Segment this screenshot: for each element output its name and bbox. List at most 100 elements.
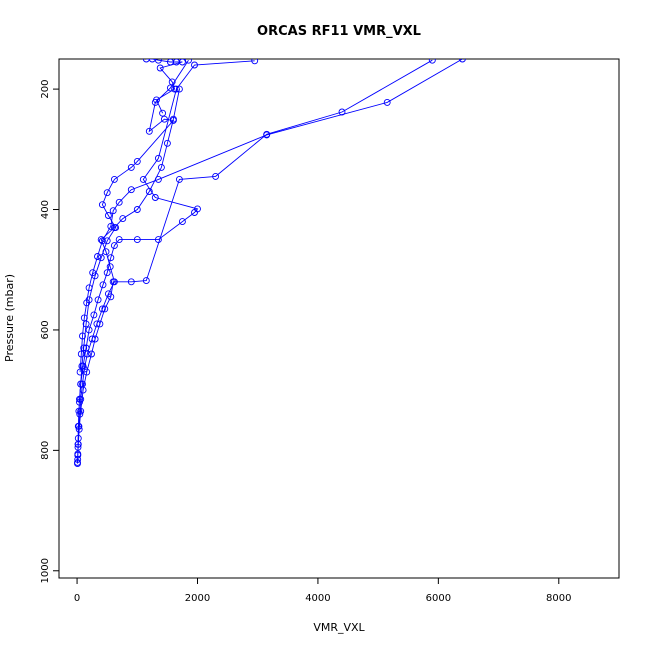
data-point — [74, 422, 82, 430]
data-point — [75, 407, 83, 415]
data-point — [109, 207, 117, 215]
data-point — [166, 84, 174, 92]
data-point — [153, 96, 160, 104]
data-point — [151, 194, 159, 201]
y-tick-label: 400 — [40, 200, 51, 219]
data-point — [82, 344, 90, 352]
data-point — [178, 59, 186, 66]
series-line — [77, 89, 180, 464]
chart-title: ORCAS RF11 VMR_VXL — [257, 24, 421, 39]
data-point — [76, 395, 83, 403]
data-point — [428, 59, 436, 64]
data-point — [94, 296, 102, 304]
data-point — [133, 206, 141, 213]
data-point — [80, 344, 88, 352]
data-point — [157, 163, 165, 171]
data-point — [88, 350, 95, 358]
data-point — [77, 350, 85, 358]
data-point — [74, 458, 81, 466]
data-point — [139, 175, 147, 183]
data-point — [110, 242, 118, 250]
x-axis-label: VMR_VXL — [313, 621, 365, 634]
x-tick-label: 8000 — [546, 593, 571, 604]
data-point — [383, 98, 391, 106]
data-point — [169, 116, 177, 124]
x-axis: 0 2000 4000 6000 8000 — [74, 578, 572, 604]
y-tick-label: 200 — [40, 80, 51, 99]
data-point — [154, 236, 162, 244]
data-point — [85, 296, 93, 304]
data-point — [160, 115, 168, 123]
data-point — [127, 186, 135, 194]
series-line — [146, 59, 183, 114]
data-point — [142, 59, 150, 63]
data-point — [107, 293, 115, 301]
data-point — [103, 189, 111, 197]
data-point — [109, 278, 117, 286]
data-point — [185, 59, 192, 64]
data-point — [96, 320, 104, 328]
data-point — [75, 425, 83, 433]
data-point — [112, 224, 120, 232]
data-point — [85, 326, 93, 334]
series-line — [77, 59, 189, 445]
x-tick-label: 6000 — [426, 593, 451, 604]
y-axis: 200 400 600 800 1000 — [40, 80, 59, 584]
data-point — [115, 236, 123, 244]
y-axis-label: Pressure (mbar) — [3, 274, 16, 362]
data-point — [91, 272, 99, 280]
data-point — [127, 278, 135, 286]
data-point — [115, 198, 123, 206]
data-point — [145, 127, 153, 135]
data-point — [74, 440, 82, 448]
data-point — [168, 78, 176, 86]
data-point — [159, 109, 167, 117]
data-point — [99, 281, 107, 289]
data-point — [127, 163, 135, 171]
data-point — [98, 237, 106, 245]
data-point — [194, 205, 201, 213]
plot-frame — [58, 58, 620, 579]
data-point — [77, 380, 85, 388]
data-point — [154, 59, 162, 64]
data-point — [263, 131, 271, 139]
data-point — [154, 175, 162, 183]
data-point — [77, 407, 85, 415]
data-point — [107, 222, 115, 230]
data-point — [171, 85, 179, 93]
data-point — [79, 332, 86, 340]
data-point — [142, 277, 150, 285]
data-point — [251, 59, 259, 65]
series-line — [79, 60, 255, 403]
series-layer — [74, 59, 466, 468]
data-point — [90, 311, 98, 319]
data-point — [78, 362, 86, 370]
x-tick-label: 2000 — [185, 593, 210, 604]
series-line — [77, 59, 433, 463]
data-point — [74, 451, 82, 459]
series-line — [79, 59, 463, 373]
data-point — [106, 263, 114, 271]
data-point — [83, 368, 91, 376]
data-point — [101, 305, 109, 313]
y-tick-label: 600 — [40, 320, 51, 339]
data-point — [191, 61, 198, 69]
data-point — [178, 218, 186, 226]
data-point — [98, 305, 106, 313]
data-point — [82, 320, 90, 328]
data-point — [98, 201, 106, 209]
data-point — [97, 254, 105, 262]
data-point — [154, 154, 162, 162]
x-tick-label: 0 — [74, 593, 80, 604]
data-point — [148, 59, 156, 63]
data-point — [104, 212, 112, 219]
data-point — [76, 368, 84, 376]
data-point — [175, 175, 183, 183]
data-point — [119, 215, 127, 223]
x-tick-label: 4000 — [305, 593, 330, 604]
data-point — [133, 236, 141, 244]
data-point — [212, 172, 220, 180]
data-point — [103, 237, 111, 245]
data-point — [458, 59, 466, 63]
